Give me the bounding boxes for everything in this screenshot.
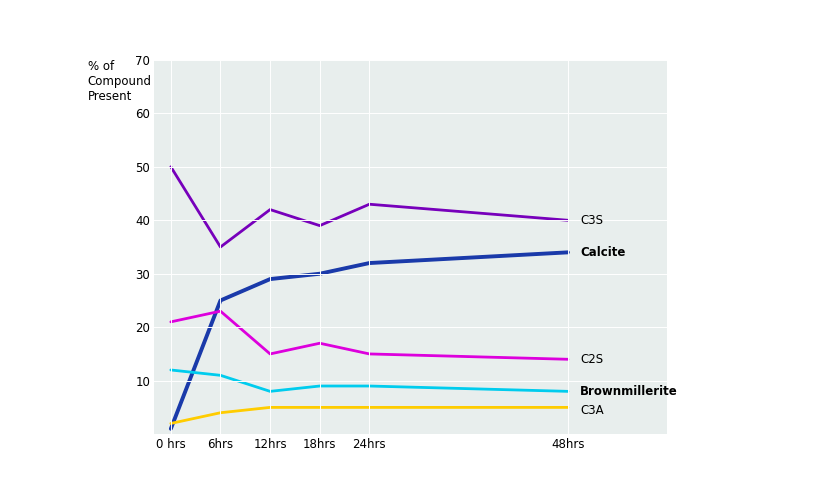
Text: Brownmillerite: Brownmillerite [580,385,678,398]
Text: Calcite: Calcite [580,246,626,259]
Text: C3A: C3A [580,404,604,417]
Text: C2S: C2S [580,353,604,366]
Text: C3S: C3S [580,214,603,227]
Text: % of
Compound
Present: % of Compound Present [88,60,152,103]
